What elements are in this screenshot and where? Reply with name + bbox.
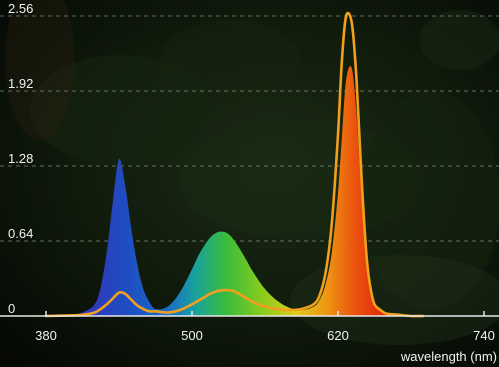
y-axis: 0 0.64 1.28 1.92 2.56 bbox=[8, 1, 33, 316]
gridlines bbox=[0, 15, 499, 242]
y-tick-label-4: 2.56 bbox=[8, 1, 33, 16]
x-tick-label-1: 500 bbox=[181, 328, 203, 343]
x-axis-title: wavelength (nm) bbox=[400, 349, 497, 364]
y-tick-label-1: 0.64 bbox=[8, 226, 33, 241]
y-tick-label-0: 0 bbox=[8, 301, 15, 316]
y-tick-label-3: 1.92 bbox=[8, 76, 33, 91]
spectrum-line bbox=[44, 11, 425, 318]
x-axis: 380 500 620 740 bbox=[0, 311, 499, 343]
y-tick-label-2: 1.28 bbox=[8, 151, 33, 166]
x-tick-label-0: 380 bbox=[35, 328, 57, 343]
x-tick-label-3: 740 bbox=[473, 328, 495, 343]
spectrum-area bbox=[46, 66, 424, 317]
x-tick-label-2: 620 bbox=[327, 328, 349, 343]
spectrum-area-layer bbox=[46, 66, 424, 317]
spectrum-line-layer bbox=[44, 11, 425, 318]
